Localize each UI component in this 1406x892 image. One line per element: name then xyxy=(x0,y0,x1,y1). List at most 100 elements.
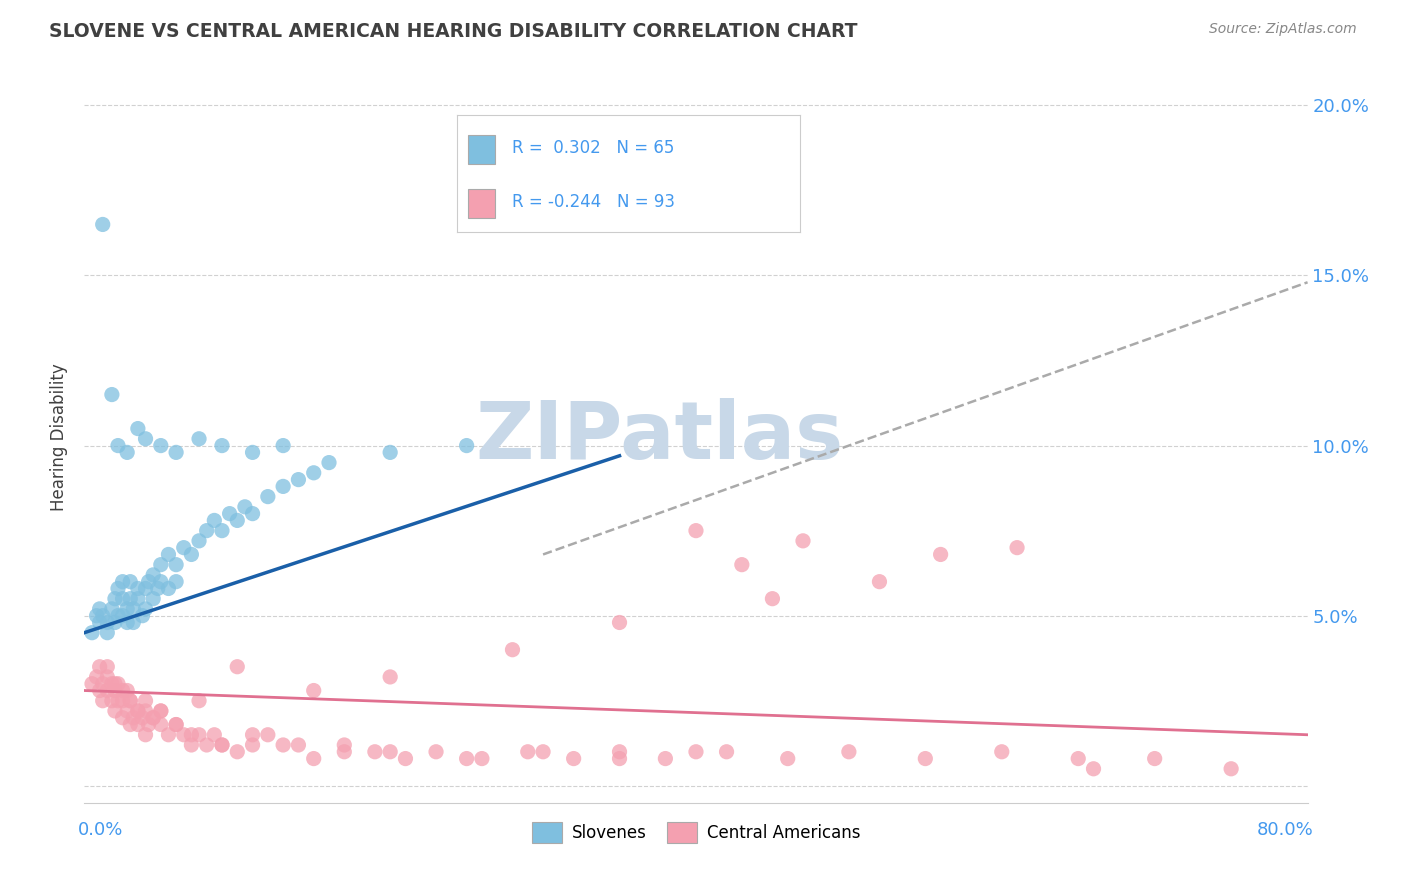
Point xyxy=(838,745,860,759)
Point xyxy=(96,615,118,630)
Y-axis label: Hearing Disability: Hearing Disability xyxy=(51,363,69,511)
Point xyxy=(165,558,187,572)
Point xyxy=(394,751,416,765)
Point xyxy=(91,677,114,691)
Point xyxy=(1005,541,1028,555)
Point xyxy=(107,582,129,596)
Point xyxy=(101,677,124,691)
Point xyxy=(91,694,114,708)
Point xyxy=(731,558,754,572)
Point xyxy=(1083,762,1105,776)
Point xyxy=(111,694,134,708)
Point xyxy=(127,704,149,718)
Point xyxy=(135,728,157,742)
Point xyxy=(135,432,157,446)
Point xyxy=(86,608,108,623)
Point xyxy=(107,677,129,691)
Text: ZIPatlas: ZIPatlas xyxy=(475,398,844,476)
Point xyxy=(242,728,264,742)
Point xyxy=(271,738,294,752)
Point xyxy=(609,745,631,759)
Point xyxy=(122,602,145,616)
Point xyxy=(149,558,172,572)
Point xyxy=(165,717,187,731)
Point xyxy=(89,683,111,698)
Point xyxy=(242,738,264,752)
Point xyxy=(107,608,129,623)
Point xyxy=(96,659,118,673)
Point xyxy=(188,728,211,742)
Point xyxy=(180,728,202,742)
Point xyxy=(188,533,211,548)
Point xyxy=(142,711,165,725)
Point xyxy=(157,728,180,742)
Point xyxy=(380,745,402,759)
Point xyxy=(120,717,142,731)
Point xyxy=(127,582,149,596)
Point xyxy=(180,548,202,562)
Point xyxy=(271,479,294,493)
Text: 0.0%: 0.0% xyxy=(79,821,124,839)
Point xyxy=(111,683,134,698)
Point xyxy=(101,694,124,708)
Point xyxy=(120,694,142,708)
Point xyxy=(101,602,124,616)
Point xyxy=(165,445,187,459)
Point xyxy=(302,751,325,765)
Point xyxy=(120,574,142,589)
Point xyxy=(165,574,187,589)
Point xyxy=(202,728,225,742)
Legend: Slovenes, Central Americans: Slovenes, Central Americans xyxy=(524,815,868,849)
Point xyxy=(127,704,149,718)
Point xyxy=(115,615,138,630)
Point xyxy=(135,582,157,596)
Point xyxy=(211,524,233,538)
Point xyxy=(157,548,180,562)
Point xyxy=(122,711,145,725)
Point xyxy=(149,704,172,718)
Point xyxy=(96,670,118,684)
Point xyxy=(914,751,936,765)
Point xyxy=(107,439,129,453)
Point xyxy=(211,738,233,752)
Point xyxy=(869,574,891,589)
Point xyxy=(91,608,114,623)
Point xyxy=(318,456,340,470)
Point xyxy=(127,421,149,435)
Point xyxy=(104,615,127,630)
Point xyxy=(104,591,127,606)
Point xyxy=(101,387,124,401)
Point xyxy=(456,439,478,453)
Text: SLOVENE VS CENTRAL AMERICAN HEARING DISABILITY CORRELATION CHART: SLOVENE VS CENTRAL AMERICAN HEARING DISA… xyxy=(49,22,858,41)
Point xyxy=(173,541,195,555)
Point xyxy=(1220,762,1243,776)
Point xyxy=(716,745,738,759)
Point xyxy=(195,524,218,538)
Point xyxy=(131,711,153,725)
Point xyxy=(233,500,256,514)
Point xyxy=(792,533,814,548)
Point xyxy=(180,738,202,752)
Point xyxy=(173,728,195,742)
Point xyxy=(502,642,524,657)
Point xyxy=(127,591,149,606)
Point xyxy=(120,694,142,708)
Point xyxy=(364,745,387,759)
Point xyxy=(456,751,478,765)
Point xyxy=(138,717,160,731)
Point xyxy=(96,683,118,698)
Point xyxy=(115,704,138,718)
Point xyxy=(115,602,138,616)
Point xyxy=(107,694,129,708)
Point xyxy=(188,694,211,708)
Point xyxy=(165,717,187,731)
Point xyxy=(929,548,952,562)
Point xyxy=(131,608,153,623)
Point xyxy=(1067,751,1090,765)
Point xyxy=(96,625,118,640)
Point xyxy=(516,745,538,759)
Point xyxy=(333,745,356,759)
Point xyxy=(380,445,402,459)
Point xyxy=(149,704,172,718)
Point xyxy=(226,745,249,759)
